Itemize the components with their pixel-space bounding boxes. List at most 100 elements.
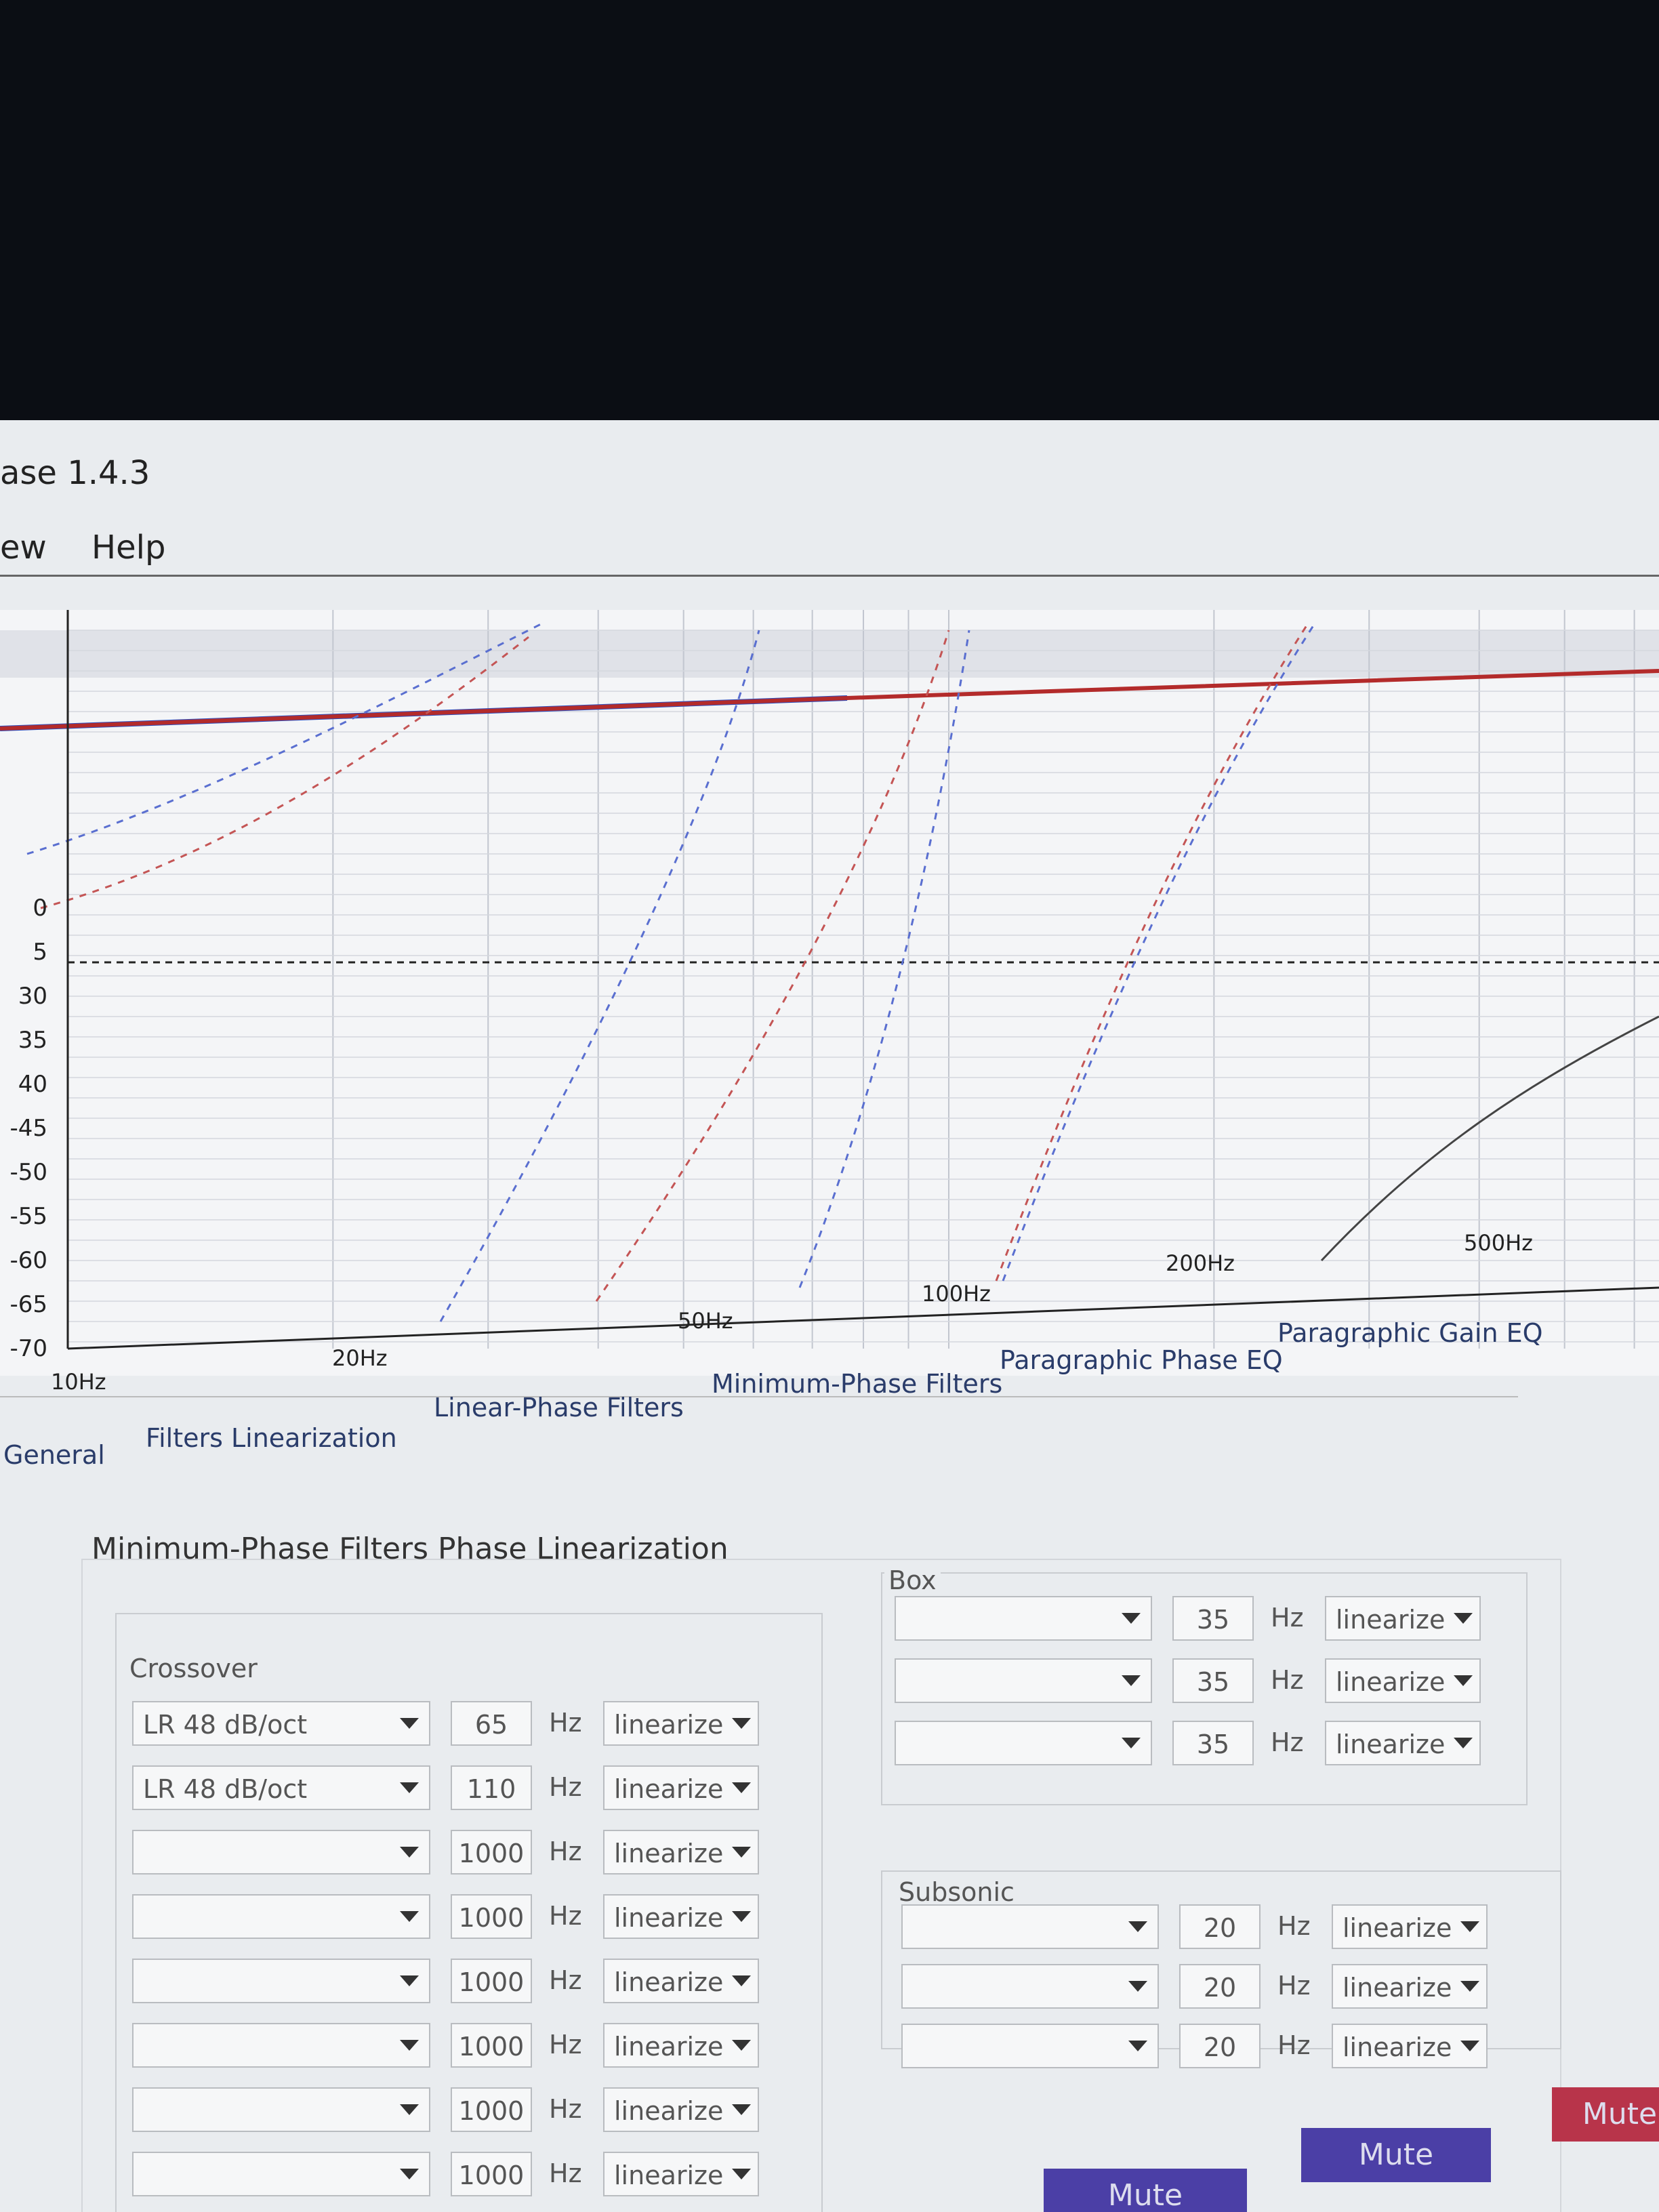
unit-label: Hz xyxy=(549,1837,582,1866)
frequency-input[interactable]: 20 xyxy=(1179,2024,1261,2068)
dropdown-arrow xyxy=(732,1718,751,1729)
curve-dashed xyxy=(26,622,543,855)
mute-button[interactable]: Mute xyxy=(1301,2128,1491,2182)
dropdown-arrow xyxy=(732,1782,751,1793)
type-select[interactable] xyxy=(132,1894,430,1939)
dropdown-arrow xyxy=(400,1718,419,1729)
y-tick-label: 40 xyxy=(18,1071,47,1098)
mode-select[interactable]: linearize xyxy=(603,2152,759,2196)
y-tick-label: -65 xyxy=(9,1291,47,1318)
group-label: Subsonic xyxy=(895,1877,1019,1907)
dropdown-arrow xyxy=(1122,1613,1141,1624)
tab[interactable]: Paragraphic Gain EQ xyxy=(1277,1318,1543,1348)
y-tick-label: 5 xyxy=(33,939,47,966)
dropdown-arrow xyxy=(732,2040,751,2051)
group-box xyxy=(115,1613,823,2212)
y-tick-label: 35 xyxy=(18,1027,47,1054)
tab[interactable]: Filters Linearization xyxy=(146,1423,397,1453)
frequency-input[interactable]: 1000 xyxy=(451,1959,532,2003)
type-select[interactable] xyxy=(901,2024,1159,2068)
unit-label: Hz xyxy=(549,2030,582,2060)
type-select[interactable] xyxy=(901,1904,1159,1949)
panel-title: Minimum-Phase Filters Phase Linearizatio… xyxy=(91,1532,729,1566)
type-select[interactable] xyxy=(895,1596,1152,1641)
curve-dashed xyxy=(1002,623,1316,1282)
frequency-input[interactable]: 20 xyxy=(1179,1964,1261,2009)
type-select[interactable] xyxy=(895,1658,1152,1703)
menu-item[interactable]: Help xyxy=(91,529,166,567)
y-tick-label: -45 xyxy=(9,1115,47,1142)
x-tick-label: 500Hz xyxy=(1464,1230,1533,1256)
mode-select[interactable]: linearize xyxy=(603,1894,759,1939)
dropdown-arrow xyxy=(400,2104,419,2115)
tab[interactable]: Minimum-Phase Filters xyxy=(712,1369,1003,1399)
mute-button[interactable]: Mute xyxy=(1552,2087,1659,2142)
dropdown-arrow xyxy=(400,1847,419,1858)
tab[interactable]: Paragraphic Phase EQ xyxy=(1000,1345,1283,1375)
group-box xyxy=(881,1572,1528,1805)
type-select[interactable] xyxy=(132,2087,430,2132)
frequency-input[interactable]: 35 xyxy=(1172,1658,1254,1703)
type-select[interactable] xyxy=(132,2152,430,2196)
y-tick-label: 30 xyxy=(18,983,47,1010)
x-tick-label: 200Hz xyxy=(1166,1250,1235,1276)
x-tick-label: 100Hz xyxy=(922,1281,991,1307)
unit-label: Hz xyxy=(1271,1665,1304,1695)
dropdown-arrow xyxy=(732,2169,751,2179)
dropdown-arrow xyxy=(1128,2041,1147,2051)
x-tick-label: 10Hz xyxy=(51,1369,106,1395)
dropdown-arrow xyxy=(732,1975,751,1986)
x-tick-label: 50Hz xyxy=(678,1308,733,1334)
mute-button[interactable]: Mute xyxy=(1044,2169,1247,2212)
frequency-input[interactable]: 1000 xyxy=(451,2152,532,2196)
y-tick-label: -55 xyxy=(9,1203,47,1230)
y-tick-label: -50 xyxy=(9,1159,47,1186)
dropdown-arrow xyxy=(1454,1738,1473,1748)
curve-dashed xyxy=(798,630,970,1288)
unit-label: Hz xyxy=(1271,1603,1304,1633)
tab[interactable]: Linear-Phase Filters xyxy=(434,1393,684,1422)
dropdown-arrow xyxy=(1128,1981,1147,1992)
dropdown-arrow xyxy=(400,1782,419,1793)
unit-label: Hz xyxy=(549,1901,582,1931)
dropdown-arrow xyxy=(1460,1981,1479,1992)
type-select[interactable] xyxy=(132,2023,430,2068)
curve-dashed xyxy=(439,630,760,1322)
frequency-input[interactable]: 35 xyxy=(1172,1596,1254,1641)
mode-select[interactable]: linearize xyxy=(603,2023,759,2068)
dropdown-arrow xyxy=(732,1847,751,1858)
unit-label: Hz xyxy=(1277,1971,1311,2001)
type-select[interactable] xyxy=(132,1959,430,2003)
frequency-input[interactable]: 1000 xyxy=(451,1830,532,1875)
mode-select[interactable]: linearize xyxy=(603,1959,759,2003)
frequency-input[interactable]: 1000 xyxy=(451,2023,532,2068)
mode-select[interactable]: linearize xyxy=(603,1765,759,1810)
frequency-input[interactable]: 35 xyxy=(1172,1721,1254,1765)
type-select[interactable]: LR 48 dB/oct xyxy=(132,1701,430,1746)
mode-select[interactable]: linearize xyxy=(1325,1596,1481,1641)
tab[interactable]: General xyxy=(3,1440,105,1470)
dropdown-arrow xyxy=(1128,1921,1147,1932)
unit-label: Hz xyxy=(1277,1911,1311,1941)
plot-background xyxy=(0,610,1659,1376)
group-label: Crossover xyxy=(125,1654,262,1683)
unit-label: Hz xyxy=(549,1965,582,1995)
plot-band xyxy=(0,630,1659,678)
frequency-input[interactable]: 20 xyxy=(1179,1904,1261,1949)
curve-red xyxy=(0,669,1659,731)
type-select[interactable]: LR 48 dB/oct xyxy=(132,1765,430,1810)
frequency-input[interactable]: 1000 xyxy=(451,2087,532,2132)
type-select[interactable] xyxy=(132,1830,430,1875)
frequency-input[interactable]: 110 xyxy=(451,1765,532,1810)
mode-select[interactable]: linearize xyxy=(603,1701,759,1746)
curve-dashed xyxy=(40,636,529,909)
y-tick-label: -60 xyxy=(9,1247,47,1274)
type-select[interactable] xyxy=(901,1964,1159,2009)
dropdown-arrow xyxy=(400,1911,419,1922)
frequency-input[interactable]: 65 xyxy=(451,1701,532,1746)
frequency-input[interactable]: 1000 xyxy=(451,1894,532,1939)
menu-item[interactable]: ew xyxy=(0,529,47,567)
type-select[interactable] xyxy=(895,1721,1152,1765)
x-tick-label: 20Hz xyxy=(332,1345,388,1371)
curve-dashed xyxy=(995,623,1309,1282)
